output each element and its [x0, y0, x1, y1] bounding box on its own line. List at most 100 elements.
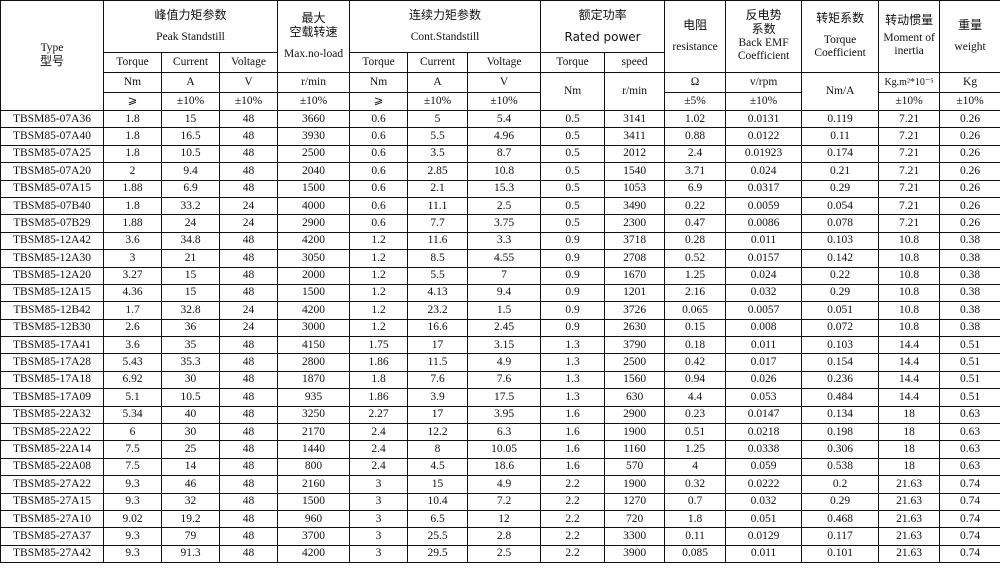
cell-max-speed: 4200	[277, 231, 351, 251]
cell-torque-coefficient: 0.468	[801, 509, 880, 529]
cell-rated-torque: 0.9	[540, 231, 606, 251]
tol-peak-torque: ⩾	[103, 92, 162, 111]
cell-rated-torque: 1.3	[540, 388, 606, 407]
tol-emf: ±10%	[725, 92, 803, 111]
resistance-header: 电阻 resistance	[664, 0, 727, 73]
cell-rated-speed: 720	[604, 509, 666, 529]
inertia-label-en1: Moment of	[883, 32, 935, 45]
unit-torque-coefficient: Nm/A	[801, 72, 880, 111]
cell-inertia: 10.8	[878, 249, 941, 268]
table-row: TBSM85-07B40 1.8 33.2 24 4000 0.6 11.1 2.5 0.5 34…	[0, 196, 1000, 216]
cell-inertia: 10.8	[878, 283, 941, 303]
cell-cont-current: 17	[407, 336, 469, 355]
cell-peak-voltage: 48	[218, 109, 279, 129]
cell-torque-coefficient: 0.29	[801, 283, 880, 303]
cell-back-emf: 0.011	[725, 231, 803, 251]
cell-rated-torque: 0.9	[540, 301, 606, 320]
emf-label-en2: Coefficient	[737, 50, 790, 63]
cell-rated-speed: 3141	[604, 109, 666, 129]
cell-back-emf: 0.0157	[725, 249, 803, 268]
cell-inertia: 21.63	[878, 544, 941, 564]
cell-cont-current: 3.9	[407, 388, 469, 407]
cell-peak-torque: 6.92	[103, 370, 162, 390]
cell-cont-voltage: 2.8	[467, 527, 542, 546]
cell-inertia: 7.21	[878, 127, 941, 146]
unit-weight: Kg	[939, 72, 1000, 93]
cell-max-speed: 2800	[277, 353, 351, 372]
table-row: TBSM85-12A15 4.36 15 48 1500 1.2 4.13 9.4 0.9 120…	[0, 283, 1000, 303]
cell-weight: 0.51	[939, 388, 1000, 407]
table-row: TBSM85-12B30 2.6 36 24 3000 1.2 16.6 2.45 0.9 263…	[0, 318, 1000, 338]
cell-peak-torque: 2.6	[103, 318, 162, 338]
unit-resistance: Ω	[664, 72, 727, 93]
cell-weight: 0.74	[939, 475, 1000, 494]
cell-cont-torque: 1.2	[349, 249, 409, 268]
cell-resistance: 0.42	[664, 353, 727, 372]
peak-standstill-header: 峰值力矩参数 Peak Standstill	[102, 0, 279, 53]
cell-back-emf: 0.032	[725, 283, 803, 303]
cell-cont-current: 5.5	[407, 127, 469, 146]
cell-weight: 0.74	[939, 492, 1000, 511]
unit-peak-voltage: V	[218, 72, 279, 93]
torque-coefficient-header: 转矩系数 Torque Coefficient	[801, 0, 880, 73]
cell-resistance: 1.25	[664, 440, 727, 459]
cell-torque-coefficient: 0.054	[801, 196, 880, 216]
tc-label-cn: 转矩系数	[816, 11, 865, 26]
table-row: TBSM85-07A40 1.8 16.5 48 3930 0.6 5.5 4.96 0.5 34…	[0, 127, 1000, 146]
cell-cont-current: 7.7	[407, 214, 469, 233]
cell-cont-torque: 0.6	[349, 109, 409, 129]
cell-rated-speed: 2900	[604, 405, 666, 425]
cell-type: TBSM85-12A15	[0, 283, 104, 303]
cell-weight: 0.63	[939, 457, 1000, 477]
emf-label-cn1: 反电势	[745, 8, 782, 23]
cell-peak-voltage: 48	[218, 509, 279, 529]
cell-cont-current: 4.13	[407, 283, 469, 303]
cell-type: TBSM85-12B42	[0, 301, 104, 320]
cell-resistance: 1.25	[664, 266, 727, 285]
cell-inertia: 18	[878, 440, 941, 459]
cell-inertia: 7.21	[878, 144, 941, 164]
sub-peak-current: Current	[161, 52, 220, 73]
cell-cont-torque: 0.6	[349, 214, 409, 233]
cell-peak-torque: 1.8	[103, 109, 162, 129]
cell-cont-voltage: 2.5	[467, 196, 542, 216]
cell-back-emf: 0.0122	[725, 127, 803, 146]
cell-peak-current: 14	[161, 457, 220, 477]
cell-rated-torque: 1.6	[540, 405, 606, 425]
cell-rated-torque: 2.2	[540, 509, 606, 529]
unit-emf: v/rpm	[725, 72, 803, 93]
weight-header: 重量 weight	[939, 0, 1000, 73]
cell-resistance: 0.28	[664, 231, 727, 251]
cell-inertia: 10.8	[878, 266, 941, 285]
cell-peak-current: 34.8	[161, 231, 220, 251]
cell-cont-torque: 3	[349, 544, 409, 564]
cell-back-emf: 0.0129	[725, 527, 803, 546]
cell-torque-coefficient: 0.29	[801, 492, 880, 511]
table-row: TBSM85-07B29 1.88 24 24 2900 0.6 7.7 3.75 0.5 230…	[0, 214, 1000, 233]
tc-label-en2: Coefficient	[814, 47, 866, 60]
cell-inertia: 14.4	[878, 388, 941, 407]
cell-resistance: 0.52	[664, 249, 727, 268]
inertia-label-en2: inertia	[894, 45, 924, 58]
cell-inertia: 18	[878, 423, 941, 442]
table-row: TBSM85-12A42 3.6 34.8 48 4200 1.2 11.6 3.3 0.9 37…	[0, 231, 1000, 251]
cell-weight: 0.51	[939, 353, 1000, 372]
type-label-cn: 型号	[39, 54, 64, 69]
cell-cont-torque: 3	[349, 492, 409, 511]
cell-max-speed: 935	[277, 388, 351, 407]
peak-label-cn: 峰值力矩参数	[154, 7, 227, 22]
cell-type: TBSM85-22A14	[0, 440, 104, 459]
cell-rated-speed: 2500	[604, 353, 666, 372]
cell-cont-voltage: 7.2	[467, 492, 542, 511]
unit-cont-current: A	[407, 72, 469, 93]
cell-peak-voltage: 48	[218, 440, 279, 459]
table-row: TBSM85-22A32 5.34 40 48 3250 2.27 17 3.95 1.6 290…	[0, 405, 1000, 425]
cell-cont-current: 16.6	[407, 318, 469, 338]
cell-torque-coefficient: 0.484	[801, 388, 880, 407]
cell-cont-current: 12.2	[407, 423, 469, 442]
table-row: TBSM85-22A08 7.5 14 48 800 2.4 4.5 18.6 1.6 570 4 0…	[0, 457, 1000, 477]
cell-rated-speed: 3900	[604, 544, 666, 564]
cell-peak-current: 32	[161, 492, 220, 511]
cell-inertia: 7.21	[878, 162, 941, 181]
cell-peak-voltage: 24	[218, 318, 279, 338]
